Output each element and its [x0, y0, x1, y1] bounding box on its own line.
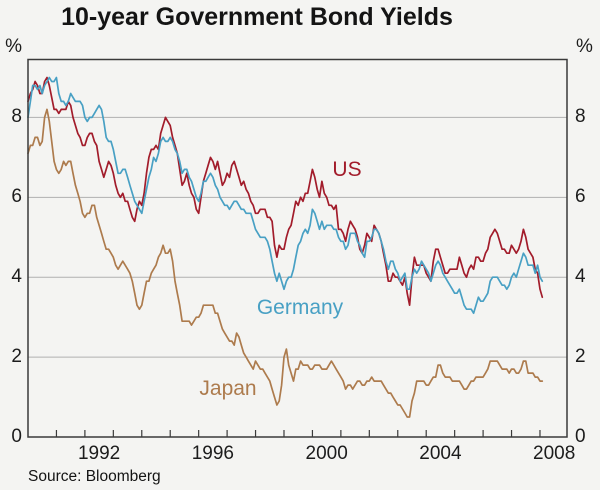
- series-line-germany: [27, 76, 544, 315]
- series-line-japan: [27, 108, 544, 418]
- y-axis-unit-right: %: [576, 36, 593, 57]
- y-axis-unit-left: %: [5, 36, 22, 57]
- series-label-japan: Japan: [199, 377, 257, 400]
- y-axis-label-left-8: 8: [11, 106, 22, 128]
- y-axis-label-right-0: 0: [575, 426, 586, 447]
- source-note: Source: Bloomberg: [28, 468, 161, 485]
- y-axis-label-left-2: 2: [11, 346, 22, 368]
- y-axis-label-right-6: 6: [575, 186, 586, 208]
- y-axis-label-right-4: 4: [575, 266, 586, 288]
- x-axis-label-2004: 2004: [419, 443, 462, 464]
- series-label-germany: Germany: [256, 296, 344, 319]
- chart-title: 10-year Government Bond Yields: [61, 3, 453, 31]
- series-label-us: US: [332, 158, 362, 181]
- plot-frame: [27, 58, 568, 438]
- y-axis-label-right-8: 8: [575, 106, 586, 128]
- x-axis-label-2008: 2008: [533, 443, 576, 464]
- y-axis-label-right-2: 2: [575, 346, 586, 368]
- y-axis-label-left-0: 0: [11, 426, 22, 447]
- x-axis-label-2000: 2000: [305, 443, 348, 464]
- x-axis-label-1992: 1992: [77, 443, 121, 464]
- series-line-us: [27, 76, 544, 307]
- x-axis-label-1996: 1996: [191, 443, 235, 464]
- y-axis-label-left-4: 4: [11, 266, 22, 288]
- y-axis-label-left-6: 6: [11, 186, 22, 208]
